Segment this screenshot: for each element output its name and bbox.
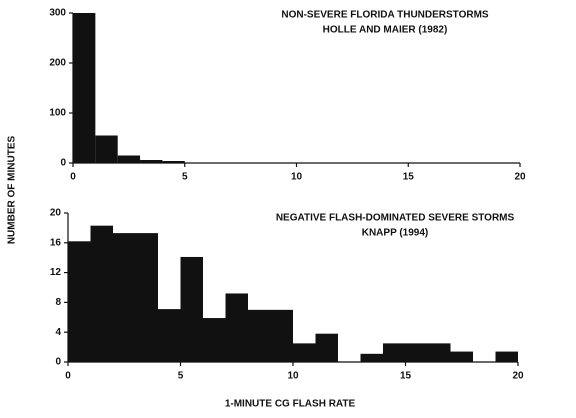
chart-subtitle: KNAPP (1994) [362,228,429,239]
x-tick-label: 15 [403,172,415,183]
x-tick-label: 0 [65,371,71,382]
x-tick-label: 10 [291,172,303,183]
bar [450,351,473,362]
x-tick-label: 10 [287,371,299,382]
axis-line [72,13,520,164]
bar [95,135,118,163]
x-tick-label: 15 [400,371,412,382]
bar [405,343,428,362]
y-tick-label: 200 [49,58,66,69]
bar [315,333,338,362]
y-tick-label: 4 [55,327,61,338]
y-tick-label: 16 [50,237,62,248]
y-tick-label: 100 [49,108,66,119]
bar [162,161,185,163]
bar [117,155,141,163]
x-tick-label: 5 [182,172,188,183]
chart-title: NEGATIVE FLASH-DOMINATED SEVERE STORMS [276,213,515,224]
bar [113,233,136,362]
chart-subtitle: HOLLE AND MAIER (1982) [323,25,448,36]
y-tick-label: 12 [50,267,62,278]
chart-title: NON-SEVERE FLORIDA THUNDERSTORMS [281,10,489,21]
bar [140,160,163,163]
y-tick-label: 0 [55,357,61,368]
bar [158,309,181,362]
bar [90,225,113,362]
x-tick-label: 20 [514,172,526,183]
bar [360,353,383,362]
bar [428,343,451,362]
bar [225,293,248,362]
bar [293,343,316,362]
bar [73,13,96,163]
bar [180,256,203,362]
bar [248,309,271,362]
bar [68,241,91,362]
y-tick-label: 8 [55,297,61,308]
x-tick-label: 5 [178,371,184,382]
bar [135,233,158,362]
y-tick-label: 0 [60,158,66,169]
y-axis-label: NUMBER OF MINUTES [7,136,18,245]
y-tick-label: 300 [49,8,66,19]
bar [203,318,226,362]
bar [495,351,518,362]
x-tick-label: 20 [512,371,524,382]
x-axis-label: 1-MINUTE CG FLASH RATE [225,399,356,410]
y-tick-label: 20 [50,208,62,219]
x-tick-label: 0 [70,172,76,183]
bar [383,343,406,362]
bar [270,309,293,362]
